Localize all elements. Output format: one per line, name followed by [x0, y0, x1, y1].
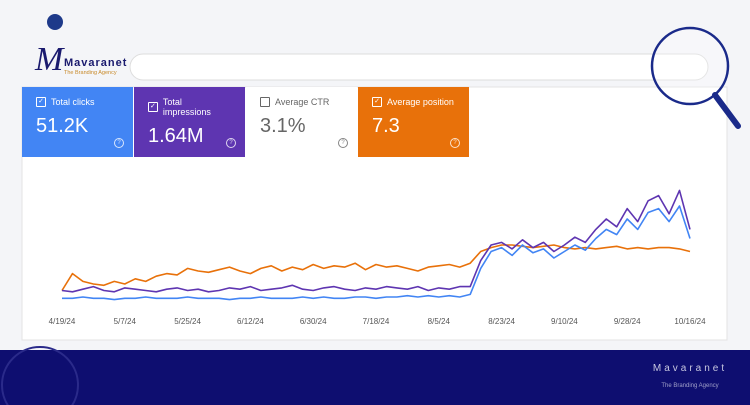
series-line — [61, 189, 691, 293]
x-tick-label: 5/7/24 — [114, 317, 137, 326]
metric-card[interactable]: Average CTR 3.1%? — [246, 87, 357, 157]
checkbox[interactable]: ✓ — [148, 102, 158, 112]
footer-tagline: The Branding Agency — [661, 383, 718, 389]
search-bar[interactable] — [129, 53, 709, 81]
x-tick-label: 8/5/24 — [428, 317, 451, 326]
logo-tagline: The Branding Agency — [64, 70, 117, 76]
help-icon[interactable]: ? — [226, 138, 236, 148]
metric-value: 1.64M — [148, 125, 204, 147]
x-tick-label: 6/12/24 — [237, 317, 264, 326]
metric-card[interactable]: ✓ Total clicks 51.2K? — [22, 87, 133, 157]
metric-value: 51.2K — [36, 115, 89, 137]
checkbox[interactable]: ✓ — [372, 97, 382, 107]
magnifier — [650, 26, 730, 106]
footer-band — [0, 350, 750, 405]
help-icon[interactable]: ? — [114, 138, 124, 148]
logo-globe — [47, 14, 63, 30]
logo-mark: M — [34, 41, 65, 78]
help-icon[interactable]: ? — [338, 138, 348, 148]
help-icon[interactable]: ? — [450, 138, 460, 148]
metric-card[interactable]: ✓ Average position 7.3? — [358, 87, 469, 157]
plot: 4/19/24 5/7/24 5/25/24 6/12/24 6/30/24 7/18/2… — [49, 189, 706, 326]
metric-label-row: ✓ Average position — [372, 97, 455, 107]
magnifier-handle — [712, 92, 741, 129]
x-tick-label: 9/10/24 — [551, 317, 578, 326]
metric-card[interactable]: ✓ Total impressions 1.64M? — [134, 87, 245, 157]
x-tick-label: 7/18/24 — [363, 317, 390, 326]
x-tick-label: 10/16/24 — [674, 317, 706, 326]
x-tick-label: 4/19/24 — [49, 317, 76, 326]
x-tick-label: 6/30/24 — [300, 317, 327, 326]
metric-label-row: Average CTR — [260, 97, 343, 107]
metric-label: Average CTR — [275, 97, 330, 107]
footer-name: Mavaranet — [653, 363, 727, 374]
series-line — [61, 244, 691, 291]
checkbox[interactable]: ✓ — [36, 97, 46, 107]
globe — [1, 346, 79, 405]
metric-label-row: ✓ Total clicks — [36, 97, 119, 107]
logo-name: Mavaranet — [64, 57, 127, 69]
metric-label: Average position — [387, 97, 454, 107]
x-tick-label: 8/23/24 — [488, 317, 515, 326]
x-tick-label: 5/25/24 — [174, 317, 201, 326]
metric-value: 3.1% — [260, 115, 306, 137]
metric-label: Total impressions — [162, 97, 211, 117]
series-line — [62, 205, 691, 301]
metric-value: 7.3 — [372, 115, 400, 137]
x-tick-label: 9/28/24 — [614, 317, 641, 326]
metric-label: Total clicks — [51, 97, 95, 107]
metric-label-row: ✓ Total impressions — [148, 97, 231, 117]
checkbox[interactable] — [260, 97, 270, 107]
